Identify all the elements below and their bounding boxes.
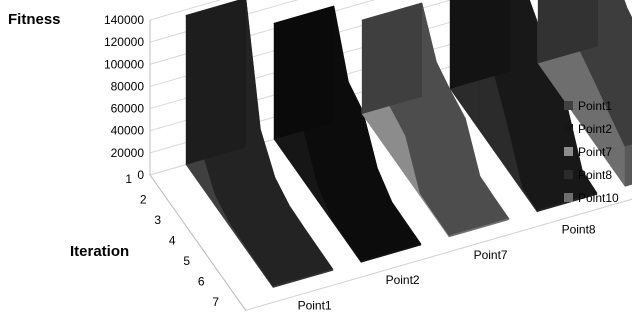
y-tick-label: 60000 [111, 102, 145, 116]
series-axis-label: Point2 [386, 273, 420, 287]
legend-swatch [564, 170, 573, 179]
series-ribbon-point8 [449, 0, 598, 213]
ribbon-start-cap [362, 2, 422, 115]
legend-swatch [564, 101, 573, 110]
series-ribbons [185, 0, 632, 289]
iteration-tick-label: 3 [154, 213, 161, 227]
y-axis: 140000 120000 100000 80000 60000 40000 20000 0 [104, 13, 144, 182]
series-ribbon-point2 [273, 5, 422, 264]
legend-entry: Point7 [578, 145, 612, 159]
iteration-axis-title: Iteration [70, 243, 129, 260]
legend-swatch [564, 147, 573, 156]
y-tick-label: 140000 [104, 13, 144, 27]
ribbon-end-cap [360, 243, 422, 263]
legend-entry: Point10 [578, 191, 619, 205]
y-tick-label: 40000 [111, 124, 145, 138]
legend-entry: Point2 [578, 122, 612, 136]
iteration-axis-line [149, 174, 247, 311]
iteration-tick-label: 6 [198, 275, 205, 289]
ribbon-top [595, 73, 632, 117]
iteration-tick-label: 1 [125, 172, 132, 186]
iteration-tick-label: 2 [140, 193, 147, 207]
ribbon-end-cap [272, 268, 334, 288]
series-ribbon-point1 [185, 0, 334, 289]
y-tick-label: 120000 [104, 35, 144, 49]
ribbon-start-cap [450, 0, 510, 89]
iteration-tick-label: 4 [169, 234, 176, 248]
y-tick-label: 100000 [104, 57, 144, 71]
series-ribbon-point7 [361, 2, 510, 238]
series-axis-label: Point7 [474, 248, 508, 262]
series-axis-label: Point1 [298, 298, 332, 312]
y-axis-title: Fitness [8, 11, 61, 28]
ribbon-start-cap [186, 0, 246, 165]
iteration-tick-label: 5 [183, 254, 190, 268]
legend-swatch [564, 193, 573, 202]
ribbon-start-cap [274, 5, 334, 140]
legend-entry: Point8 [578, 168, 612, 182]
y-tick-label: 0 [137, 168, 144, 182]
legend-swatch [564, 124, 573, 133]
legend-entry: Point1 [578, 99, 612, 113]
ribbon-top [581, 39, 632, 85]
y-tick-label: 20000 [111, 146, 145, 160]
legend: Point1 Point2 Point7 Point8 Point10 [564, 99, 619, 205]
ribbon-end-cap [448, 218, 510, 238]
series-axis-label: Point8 [562, 223, 596, 237]
y-tick-label: 80000 [111, 79, 145, 93]
ribbon-end-cap [624, 144, 632, 187]
series-ribbon-point10 [537, 0, 632, 188]
ribbon-end-cap [536, 192, 598, 213]
ribbon-top [610, 109, 632, 147]
ribbon-start-cap [538, 0, 598, 64]
iteration-tick-label: 7 [212, 295, 219, 309]
